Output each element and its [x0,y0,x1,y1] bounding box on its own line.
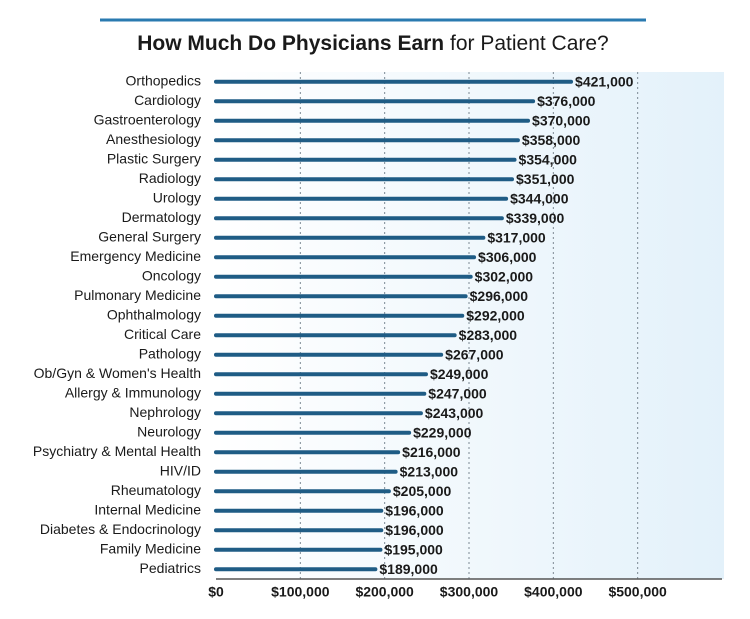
y-tick-label: Orthopedics [126,72,201,88]
title-regular: for Patient Care? [450,32,609,55]
x-tick-label: $500,000 [608,584,667,600]
y-tick-label: Cardiology [134,92,201,108]
value-label: $196,000 [385,522,444,538]
y-tick-label: Emergency Medicine [70,248,201,264]
value-label: $358,000 [522,132,581,148]
value-label: $195,000 [384,541,443,557]
value-label: $351,000 [516,171,575,187]
plot-background [216,72,724,579]
value-label: $243,000 [425,405,484,421]
value-label: $296,000 [470,288,529,304]
value-label: $339,000 [506,210,565,226]
value-label: $344,000 [510,190,569,206]
value-label: $267,000 [445,346,504,362]
value-label: $205,000 [393,483,452,499]
y-tick-label: Psychiatry & Mental Health [33,443,201,459]
x-tick-label: $300,000 [440,584,499,600]
y-tick-label: Pulmonary Medicine [74,287,201,303]
y-tick-label: Family Medicine [100,540,201,556]
y-tick-label: General Surgery [98,228,201,244]
value-label: $196,000 [385,502,444,518]
value-label: $302,000 [475,268,534,284]
value-label: $370,000 [532,112,591,128]
chart-title: How Much Do Physicians Earn for Patient … [137,32,609,55]
y-tick-label: Rheumatology [111,482,201,498]
value-label: $306,000 [478,249,537,265]
y-tick-label: Internal Medicine [94,501,201,517]
x-tick-label: $400,000 [524,584,583,600]
y-tick-label: Radiology [139,170,201,186]
value-label: $229,000 [413,424,472,440]
y-tick-label: Plastic Surgery [107,150,201,166]
y-tick-label: Ob/Gyn & Women's Health [34,365,201,381]
y-tick-label: Urology [153,189,201,205]
value-label: $421,000 [575,73,634,89]
value-label: $189,000 [379,561,438,577]
value-label: $376,000 [537,93,596,109]
y-tick-label: Diabetes & Endocrinology [40,521,201,537]
value-label: $216,000 [402,444,461,460]
y-tick-label: Pathology [139,345,201,361]
x-tick-label: $100,000 [271,584,330,600]
y-tick-label: Oncology [142,267,201,283]
y-tick-label: Neurology [137,423,201,439]
title-bold: How Much Do Physicians Earn [137,32,444,55]
value-label: $213,000 [400,463,459,479]
y-tick-label: Nephrology [129,404,201,420]
y-tick-label: HIV/ID [160,462,201,478]
y-tick-label: Anesthesiology [106,131,201,147]
value-label: $354,000 [519,151,578,167]
value-label: $247,000 [428,385,487,401]
x-tick-label: $0 [208,584,224,600]
y-tick-label: Ophthalmology [107,306,201,322]
y-tick-label: Dermatology [122,209,201,225]
y-tick-label: Gastroenterology [94,111,201,127]
value-label: $292,000 [466,307,525,323]
y-tick-label: Pediatrics [140,560,201,576]
y-tick-label: Critical Care [124,326,201,342]
value-label: $317,000 [487,229,546,245]
value-label: $283,000 [459,327,518,343]
y-tick-label: Allergy & Immunology [65,384,201,400]
x-tick-label: $200,000 [355,584,414,600]
value-label: $249,000 [430,366,489,382]
